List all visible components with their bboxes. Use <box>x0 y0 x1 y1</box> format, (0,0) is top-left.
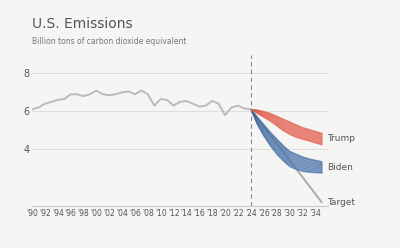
Text: Trump: Trump <box>327 134 355 143</box>
Text: Billion tons of carbon dioxide equivalent: Billion tons of carbon dioxide equivalen… <box>32 37 186 46</box>
Text: Biden: Biden <box>327 163 353 172</box>
Text: U.S. Emissions: U.S. Emissions <box>32 17 133 31</box>
Text: Target: Target <box>327 198 355 207</box>
